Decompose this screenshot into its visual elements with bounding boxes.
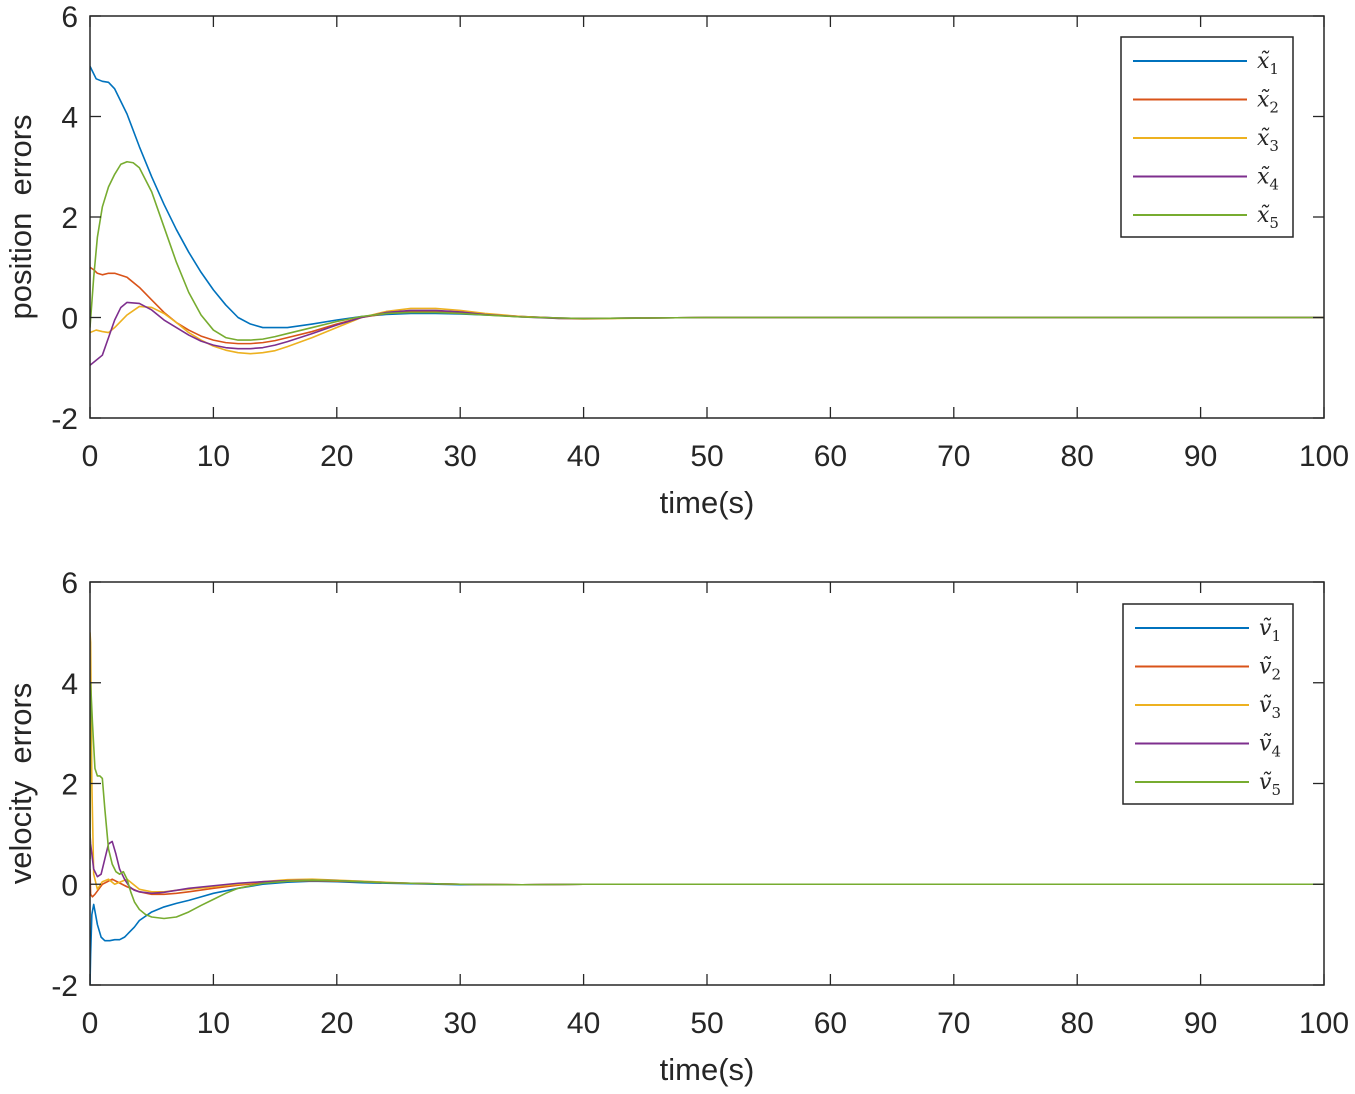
velocity-y-tick-label: 0 <box>61 869 78 902</box>
velocity-legend-subscript: 4 <box>1271 743 1281 761</box>
position-legend-label-5: x̃5 <box>1257 203 1279 232</box>
position-legend-symbol: x̃ <box>1257 49 1270 74</box>
velocity-x-axis-label: time(s) <box>660 1052 755 1087</box>
velocity-legend-subscript: 3 <box>1271 704 1281 722</box>
velocity-legend-symbol: ṽ <box>1259 693 1272 718</box>
velocity-x-tick-label: 40 <box>567 1007 600 1040</box>
position-legend-label-4: x̃4 <box>1257 165 1279 194</box>
velocity-x-tick-label: 10 <box>197 1007 230 1040</box>
position-chart: 0 10 20 30 40 50 60 70 80 90 100-20246time(s)posit… <box>3 1 1349 520</box>
velocity-y-axis-label: velocity errors <box>3 683 38 885</box>
position-legend-label-3: x̃3 <box>1257 126 1279 155</box>
velocity-x-tick-label: 20 <box>320 1007 353 1040</box>
velocity-legend-label-4: ṽ4 <box>1259 732 1281 761</box>
velocity-legend-label-1: ṽ1 <box>1259 616 1281 645</box>
position-legend-symbol: x̃ <box>1257 203 1270 228</box>
position-y-tick-label: 6 <box>61 1 78 34</box>
position-legend-subscript: 1 <box>1269 60 1279 78</box>
position-x-tick-label: 40 <box>567 440 600 473</box>
velocity-y-tick-label: -2 <box>51 970 78 1003</box>
position-x-tick-label: 0 <box>82 440 99 473</box>
velocity-x-tick-label: 30 <box>444 1007 477 1040</box>
position-legend-symbol: x̃ <box>1257 165 1270 190</box>
position-x-tick-label: 100 <box>1299 440 1349 473</box>
velocity-legend-subscript: 5 <box>1271 781 1281 799</box>
velocity-legend-symbol: ṽ <box>1259 655 1272 680</box>
position-series-group <box>90 65 1324 366</box>
position-y-tick-label: -2 <box>51 403 78 436</box>
velocity-legend-symbol: ṽ <box>1259 616 1272 641</box>
position-x-tick-label: 10 <box>197 440 230 473</box>
velocity-legend-label-3: ṽ3 <box>1259 693 1281 722</box>
velocity-x-tick-label: 80 <box>1061 1007 1094 1040</box>
position-legend-symbol: x̃ <box>1257 88 1270 113</box>
velocity-series-group <box>90 632 1324 985</box>
position-y-tick-label: 0 <box>61 303 78 336</box>
velocity-legend-subscript: 1 <box>1271 627 1281 645</box>
position-x-tick-label: 30 <box>444 440 477 473</box>
velocity-legend-subscript: 2 <box>1271 666 1281 684</box>
position-x-tick-label: 60 <box>814 440 847 473</box>
velocity-series-line-5 <box>90 681 1324 920</box>
position-x-tick-label: 70 <box>937 440 970 473</box>
velocity-legend-symbol: ṽ <box>1259 732 1272 757</box>
position-x-tick-label: 90 <box>1184 440 1217 473</box>
velocity-x-tick-label: 50 <box>690 1007 723 1040</box>
position-x-tick-label: 20 <box>320 440 353 473</box>
velocity-x-tick-label: 100 <box>1299 1007 1349 1040</box>
position-legend-subscript: 2 <box>1269 99 1279 117</box>
velocity-y-tick-label: 6 <box>61 567 78 600</box>
velocity-x-tick-label: 60 <box>814 1007 847 1040</box>
position-y-axis-label: position errors <box>3 114 38 319</box>
position-series-line-5 <box>90 160 1324 341</box>
position-legend-label-1: x̃1 <box>1257 49 1279 78</box>
position-legend-label-2: x̃2 <box>1257 88 1279 117</box>
position-y-tick-label: 2 <box>61 202 78 235</box>
position-legend-symbol: x̃ <box>1257 126 1270 151</box>
velocity-legend-symbol: ṽ <box>1259 770 1272 795</box>
velocity-legend-label-2: ṽ2 <box>1259 655 1281 684</box>
velocity-plot-area <box>90 582 1324 985</box>
position-x-axis-label: time(s) <box>660 485 755 520</box>
velocity-y-tick-label: 4 <box>61 668 78 701</box>
velocity-legend-label-5: ṽ5 <box>1259 770 1281 799</box>
velocity-x-tick-label: 0 <box>82 1007 99 1040</box>
position-legend-subscript: 5 <box>1269 214 1279 232</box>
velocity-x-tick-label: 90 <box>1184 1007 1217 1040</box>
position-x-tick-label: 80 <box>1061 440 1094 473</box>
position-legend: x̃1x̃2x̃3x̃4x̃5 <box>1120 36 1294 238</box>
velocity-y-tick-label: 2 <box>61 769 78 802</box>
position-y-tick-label: 4 <box>61 102 78 135</box>
position-plot-area <box>90 16 1324 418</box>
position-legend-subscript: 3 <box>1269 137 1279 155</box>
position-legend-subscript: 4 <box>1269 176 1279 194</box>
velocity-chart: 0 10 20 30 40 50 60 70 80 90 100-20246time(s)veloc… <box>3 567 1349 1087</box>
position-x-tick-label: 50 <box>690 440 723 473</box>
velocity-x-tick-label: 70 <box>937 1007 970 1040</box>
